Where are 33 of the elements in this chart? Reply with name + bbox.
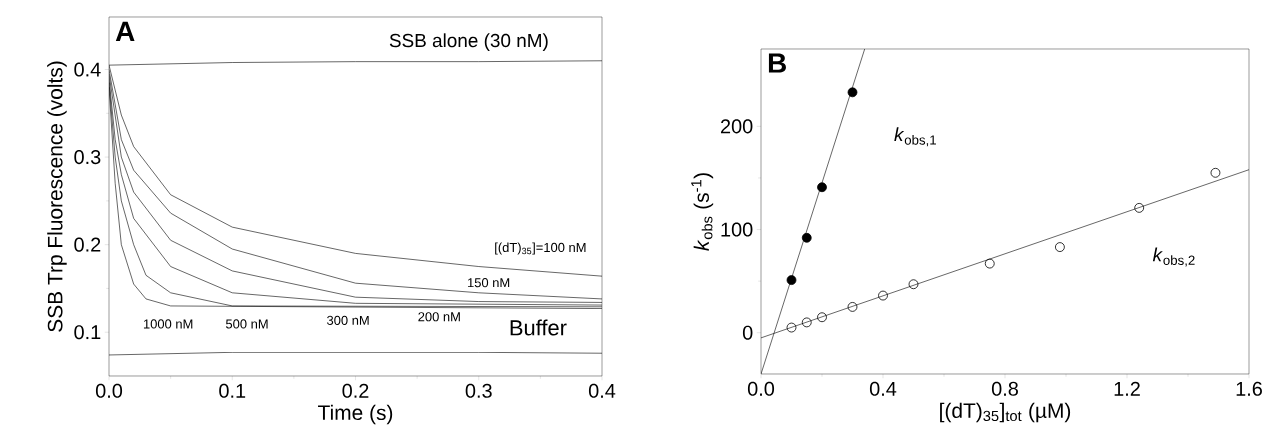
annotation: B <box>768 53 786 73</box>
annotation: 500 nM <box>225 319 268 329</box>
x-tick-label: 0.8 <box>991 381 1018 396</box>
x-tick-label: 0.4 <box>588 383 616 398</box>
annotation: 200 nM <box>418 312 460 322</box>
y-tick-label: 200 <box>720 119 753 134</box>
y-tick-label: 100 <box>721 222 753 237</box>
y-tick-label: 0.4 <box>74 62 101 77</box>
annotation: k$_{obs,2}$ <box>1152 247 1195 267</box>
annotation: SSB alone (30 nM) <box>389 33 548 51</box>
x-axis-title: [(dT)$_{35}$]$_{tot}$ (µM) <box>940 402 1071 423</box>
annotation: [(dT)$_{35}$]=100 nM <box>495 242 586 255</box>
annotation: A <box>115 21 135 41</box>
x-tick-label: 0.3 <box>465 383 492 398</box>
x-tick-label: 0.0 <box>95 383 123 398</box>
x-tick-label: 1.2 <box>1114 381 1140 396</box>
x-tick-label: 1.6 <box>1236 381 1262 396</box>
annotation: 300 nM <box>327 315 369 325</box>
x-tick-label: 0.0 <box>747 381 775 396</box>
y-tick-label: 0 <box>742 325 753 340</box>
y-tick-label: 0.3 <box>74 150 101 165</box>
annotation: 150 nM <box>468 278 510 288</box>
y-axis-title: k$_{obs}$ (s$^{-1}$) <box>691 173 714 251</box>
y-tick-label: 0.1 <box>74 325 101 340</box>
y-axis-title: SSB Trp Fluorescence (volts) <box>47 61 67 332</box>
annotation: k$_{obs,1}$ <box>894 127 936 147</box>
x-axis-title: Time (s) <box>318 404 393 425</box>
x-tick-label: 0.2 <box>342 383 369 398</box>
y-tick-label: 0.2 <box>74 237 101 252</box>
annotation: Buffer <box>510 319 567 336</box>
x-tick-label: 0.4 <box>869 381 897 396</box>
annotation: 1000 nM <box>143 319 193 329</box>
x-tick-label: 0.1 <box>219 383 246 398</box>
